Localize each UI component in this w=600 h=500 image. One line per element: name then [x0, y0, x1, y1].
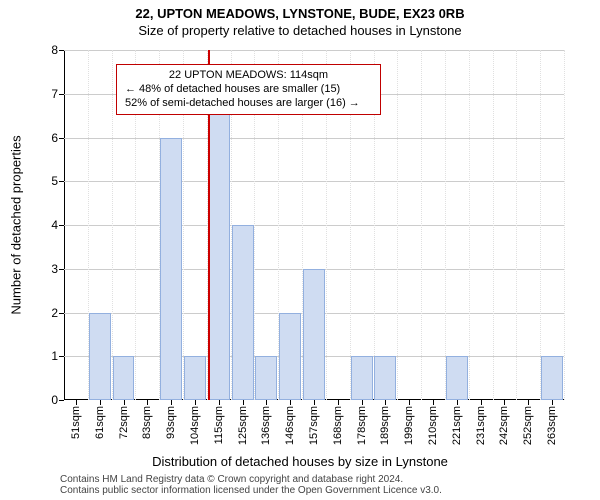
ytick-mark [59, 94, 64, 95]
ytick-label: 1 [51, 349, 58, 363]
gridline-v [112, 50, 113, 400]
bar [113, 356, 135, 400]
xtick-label: 231sqm [475, 406, 487, 445]
xtick-mark [290, 400, 291, 405]
ytick-mark [59, 269, 64, 270]
xtick-label: 178sqm [356, 406, 368, 445]
ytick-mark [59, 356, 64, 357]
bar [541, 356, 563, 400]
ytick-label: 3 [51, 262, 58, 276]
gridline-v [397, 50, 398, 400]
gridline-v [540, 50, 541, 400]
xtick-mark [195, 400, 196, 405]
xtick-mark [552, 400, 553, 405]
ytick-mark [59, 313, 64, 314]
xtick-mark [481, 400, 482, 405]
gridline-v [493, 50, 494, 400]
gridline-v [445, 50, 446, 400]
gridline-h [64, 181, 564, 182]
xtick-mark [76, 400, 77, 405]
ytick-label: 6 [51, 131, 58, 145]
legend-line-3: 52% of semi-detached houses are larger (… [125, 97, 372, 111]
xtick-label: 136sqm [260, 406, 272, 445]
bar [303, 269, 325, 400]
bar [208, 94, 230, 400]
xtick-mark [314, 400, 315, 405]
ytick-mark [59, 138, 64, 139]
bar [351, 356, 373, 400]
xtick-mark [385, 400, 386, 405]
ytick-label: 4 [51, 218, 58, 232]
xtick-mark [504, 400, 505, 405]
attribution-line-2: Contains public sector information licen… [60, 486, 442, 497]
bar [279, 313, 301, 401]
xtick-label: 51sqm [70, 406, 82, 439]
ytick-label: 2 [51, 306, 58, 320]
bar [255, 356, 277, 400]
xtick-label: 104sqm [189, 406, 201, 445]
ytick-mark [59, 400, 64, 401]
xtick-label: 61sqm [94, 406, 106, 439]
page-title: 22, UPTON MEADOWS, LYNSTONE, BUDE, EX23 … [0, 0, 600, 21]
xtick-mark [266, 400, 267, 405]
attribution-line-1: Contains HM Land Registry data © Crown c… [60, 475, 442, 486]
xtick-mark [409, 400, 410, 405]
xtick-mark [338, 400, 339, 405]
chart-container: 22, UPTON MEADOWS, LYNSTONE, BUDE, EX23 … [0, 0, 600, 500]
xtick-label: 72sqm [118, 406, 130, 439]
xtick-label: 157sqm [308, 406, 320, 445]
ytick-mark [59, 225, 64, 226]
xtick-label: 199sqm [403, 406, 415, 445]
bar [374, 356, 396, 400]
xtick-mark [147, 400, 148, 405]
bar [184, 356, 206, 400]
gridline-h [64, 138, 564, 139]
ytick-label: 0 [51, 393, 58, 407]
ytick-mark [59, 50, 64, 51]
xtick-mark [433, 400, 434, 405]
ytick-label: 5 [51, 174, 58, 188]
page-subtitle: Size of property relative to detached ho… [0, 21, 600, 38]
xtick-label: 210sqm [427, 406, 439, 445]
xtick-mark [528, 400, 529, 405]
xtick-label: 189sqm [379, 406, 391, 445]
xtick-mark [171, 400, 172, 405]
gridline-v [421, 50, 422, 400]
gridline-v [469, 50, 470, 400]
ytick-mark [59, 181, 64, 182]
bar [160, 138, 182, 401]
xtick-mark [243, 400, 244, 405]
x-axis-label: Distribution of detached houses by size … [0, 454, 600, 469]
plot-area: 01234567851sqm61sqm72sqm83sqm93sqm104sqm… [64, 50, 564, 400]
xtick-label: 252sqm [522, 406, 534, 445]
marker-legend: 22 UPTON MEADOWS: 114sqm ← 48% of detach… [116, 64, 381, 115]
gridline-v [516, 50, 517, 400]
gridline-h [64, 225, 564, 226]
bar [232, 225, 254, 400]
xtick-mark [457, 400, 458, 405]
xtick-mark [362, 400, 363, 405]
y-axis-label: Number of detached properties [9, 135, 24, 314]
legend-line-1: 22 UPTON MEADOWS: 114sqm [125, 69, 372, 83]
gridline-v [564, 50, 565, 400]
xtick-label: 83sqm [141, 406, 153, 439]
xtick-label: 93sqm [165, 406, 177, 439]
gridline-h [64, 50, 564, 51]
xtick-label: 125sqm [237, 406, 249, 445]
xtick-label: 263sqm [546, 406, 558, 445]
xtick-mark [219, 400, 220, 405]
xtick-label: 242sqm [498, 406, 510, 445]
xtick-label: 168sqm [332, 406, 344, 445]
xtick-label: 146sqm [284, 406, 296, 445]
xtick-label: 221sqm [451, 406, 463, 445]
legend-line-2: ← 48% of detached houses are smaller (15… [125, 83, 372, 97]
xtick-label: 115sqm [213, 406, 225, 444]
xtick-mark [124, 400, 125, 405]
attribution: Contains HM Land Registry data © Crown c… [60, 475, 442, 496]
ytick-label: 8 [51, 43, 58, 57]
xtick-mark [100, 400, 101, 405]
bar [89, 313, 111, 401]
bar [446, 356, 468, 400]
ytick-label: 7 [51, 87, 58, 101]
